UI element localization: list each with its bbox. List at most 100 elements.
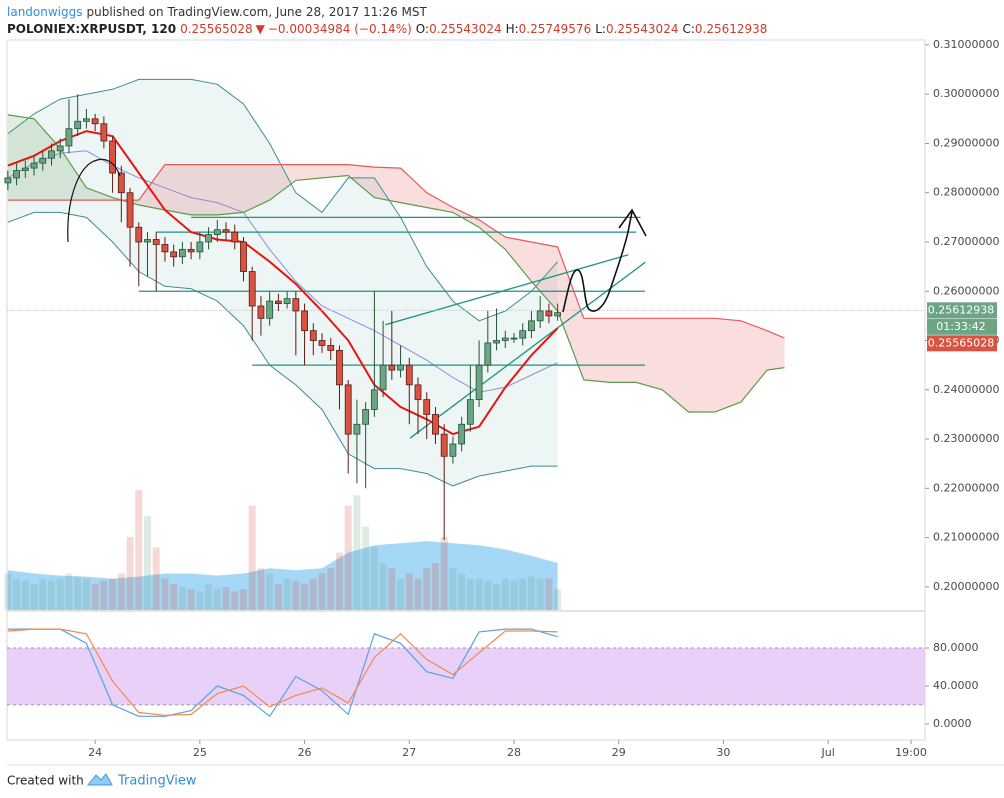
candle-body: [74, 120, 82, 130]
volume-bar: [248, 505, 256, 610]
candle-body: [379, 364, 387, 391]
candle-body: [187, 248, 195, 253]
candle-body: [484, 342, 492, 366]
volume-bar: [117, 573, 125, 610]
cloud-segment: [217, 164, 244, 215]
volume-bar: [414, 578, 422, 610]
candle-body: [100, 123, 108, 142]
volume-bar: [301, 583, 309, 610]
volume-bar: [519, 578, 527, 610]
cloud-segment: [138, 164, 165, 210]
ohlc-label: C:: [682, 22, 694, 36]
volume-bar: [397, 578, 405, 610]
y-tick-label: 0.23000000: [933, 432, 999, 445]
cloud-segment: [479, 219, 506, 250]
y-tick-label: 0.27000000: [933, 235, 999, 248]
byline: landonwiggs published on TradingView.com,…: [7, 5, 427, 19]
volume-bar: [274, 583, 282, 610]
volume-bar: [161, 578, 169, 610]
volume-bar: [449, 568, 457, 610]
candle-body: [135, 226, 143, 243]
candle-body: [493, 340, 500, 344]
y-tick-label: 0.22000000: [933, 481, 999, 494]
x-tick-label: 29: [612, 746, 626, 759]
x-tick-label: 24: [88, 746, 102, 759]
candle-body: [528, 320, 535, 332]
candle-body: [344, 384, 352, 435]
candle-body: [327, 345, 335, 351]
candle-body: [144, 239, 151, 243]
cloud-segment: [269, 164, 296, 201]
bollinger-lower: [7, 211, 558, 487]
price-tag-label: 0.25612938: [928, 303, 994, 316]
hand-drawing: [67, 158, 121, 243]
span-b: [7, 164, 785, 339]
volume-bar: [239, 589, 247, 610]
stoch-tick-label: 80.0000: [933, 641, 979, 654]
volume-bar: [30, 583, 38, 610]
cloud-segment: [295, 164, 323, 181]
x-tick-label: 27: [402, 746, 416, 759]
volume-bar: [388, 568, 396, 610]
volume-bar: [196, 591, 204, 610]
candle-body: [65, 128, 73, 147]
span-a: [7, 114, 785, 413]
candle-body: [109, 140, 116, 174]
cloud-segment: [714, 318, 741, 412]
cloud-segment: [583, 318, 610, 383]
candle-body: [161, 244, 169, 253]
candle-body: [170, 251, 178, 258]
arrow: ▼: [256, 22, 266, 36]
ema-line: [7, 130, 559, 436]
published: published on TradingView.com, June 28, 2…: [87, 5, 428, 19]
candle-body: [475, 364, 483, 401]
cloud-segment: [7, 114, 35, 201]
cloud-segment: [636, 318, 663, 390]
candle-body: [353, 423, 361, 435]
candle-body: [4, 177, 12, 184]
volume-bar: [178, 587, 186, 610]
cloud-segment: [374, 167, 401, 203]
volume-bar: [91, 583, 99, 610]
candle-body: [362, 409, 370, 425]
price: 0.25565028: [180, 22, 253, 36]
y-tick-label: 0.29000000: [933, 136, 999, 149]
volume-bar: [405, 573, 413, 610]
stoch-tick-label: 40.0000: [933, 679, 979, 692]
volume-bar: [109, 578, 117, 610]
author[interactable]: landonwiggs: [7, 5, 83, 19]
ohlc-label: O:: [416, 22, 429, 36]
candle-body: [466, 399, 474, 425]
ohlc-value: 0.25749576: [519, 22, 592, 36]
volume-bar: [74, 576, 82, 610]
volume-bar: [466, 578, 474, 610]
candle-body: [91, 118, 99, 125]
candle-body: [318, 340, 326, 346]
volume-bar: [370, 547, 378, 610]
trend-line: [409, 261, 646, 439]
price-tag-label: 01:33:42: [936, 320, 985, 333]
candle-body: [117, 172, 125, 194]
stoch-k: [7, 628, 558, 718]
volume-bar: [501, 578, 509, 610]
volume-bar: [56, 578, 64, 610]
candle-body: [240, 241, 247, 272]
candle-body: [510, 337, 518, 340]
cloud-segment: [164, 164, 192, 215]
candle-body: [152, 239, 160, 245]
candle-body: [248, 271, 256, 307]
footer-text: Created with: [7, 774, 84, 788]
volume-bar: [379, 563, 387, 610]
price-tag: [927, 302, 997, 319]
volume-bar: [423, 568, 431, 610]
volume-bar: [484, 580, 492, 610]
volume-bar: [143, 516, 151, 610]
volume-bar: [344, 505, 352, 610]
logo: [86, 773, 113, 786]
volume-bar: [213, 589, 221, 610]
price-tag-label: 0.25565028: [928, 336, 994, 349]
candle-body: [501, 337, 509, 341]
footer-brand[interactable]: TradingView: [117, 774, 197, 789]
volume-bar: [353, 495, 361, 610]
